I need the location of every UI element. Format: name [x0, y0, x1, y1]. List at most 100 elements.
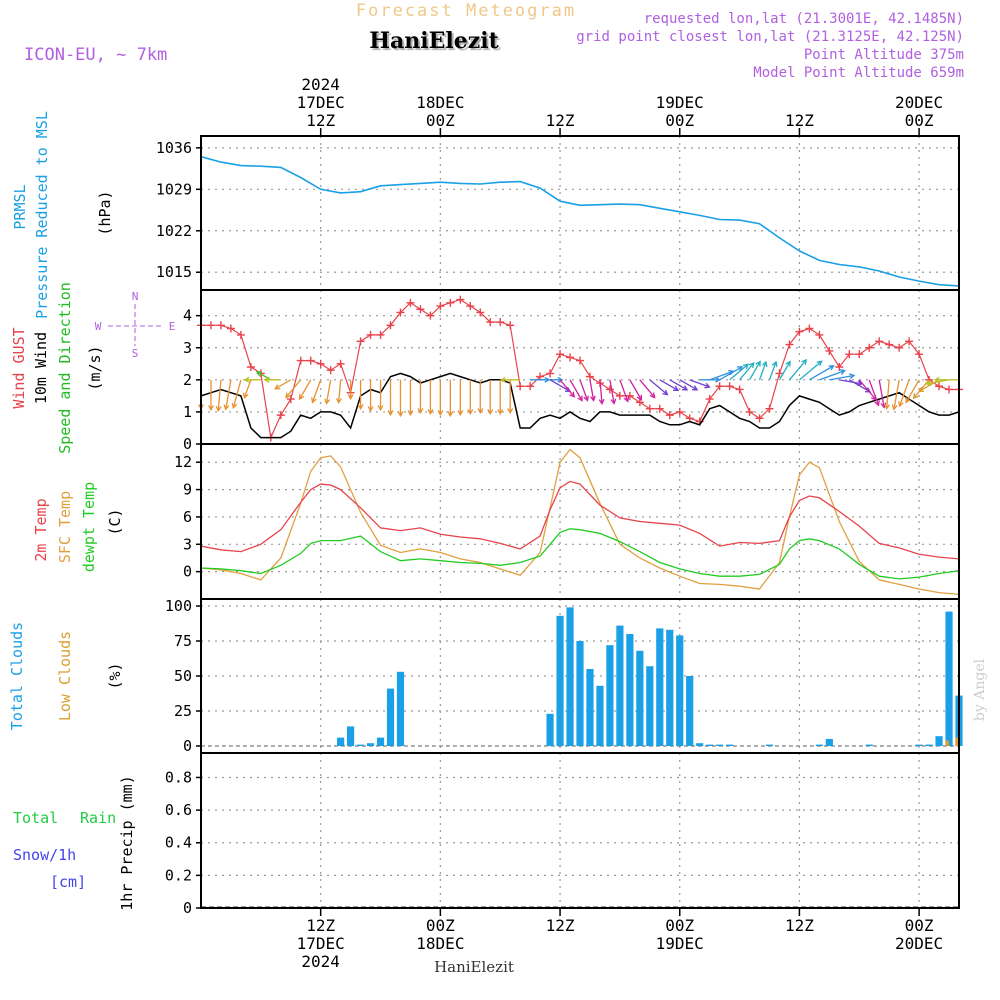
gust-marker: [476, 308, 485, 317]
label-wind-gust: Wind GUST: [10, 327, 28, 408]
gust-marker: [655, 404, 664, 413]
wind-arrow: [232, 379, 242, 409]
wind-arrow-head: [243, 376, 250, 383]
label-total-rain-1: Total: [13, 809, 58, 827]
time-label-bottom: 00Z: [426, 916, 455, 935]
wind-arrow: [311, 379, 322, 403]
wind-arrow-head: [839, 369, 846, 375]
label-snow: Snow/1h: [13, 846, 76, 864]
wind-arrow: [898, 379, 910, 407]
time-label-bottom: 17DEC: [297, 934, 345, 953]
y-tick-label: 4: [183, 307, 192, 325]
gust-marker: [815, 330, 824, 339]
sfc-temp-line: [200, 448, 960, 596]
gust-marker: [915, 350, 924, 359]
wind-arrow-head: [223, 404, 230, 411]
wind-arrow: [905, 379, 920, 403]
total-cloud-bar: [666, 629, 674, 746]
wind-arrow-head: [557, 376, 564, 383]
wind-arrow-head: [299, 393, 305, 401]
total-cloud-bar: [347, 726, 355, 746]
gust-marker: [456, 295, 465, 304]
label-speed-dir: Speed and Direction: [56, 282, 74, 454]
total-cloud-bar: [396, 671, 405, 746]
wind-arrow: [729, 363, 749, 381]
wind-arrow: [569, 379, 583, 401]
wind-arrow: [739, 362, 755, 381]
wind-arrow-head: [397, 411, 404, 418]
wind-arrow-head: [215, 405, 222, 413]
gust-marker: [875, 337, 884, 346]
wind-arrow-head: [569, 391, 576, 398]
y-tick-label: 0: [183, 899, 192, 917]
wind-arrow-head: [285, 392, 291, 399]
gust-marker: [735, 385, 744, 394]
gust-marker: [635, 398, 644, 407]
gust-marker: [376, 330, 385, 339]
wind-arrow-head: [898, 401, 904, 408]
total-cloud-bar: [825, 739, 833, 746]
wind-arrow-head: [487, 409, 494, 416]
wind-arrow-head: [704, 382, 711, 389]
wind-arrow-head: [785, 360, 791, 367]
wind-arrow: [225, 379, 232, 410]
total-cloud-bar: [376, 737, 385, 746]
product-title: Forecast Meteogram: [356, 1, 576, 21]
wind-arrow-head: [499, 376, 506, 383]
gust-marker: [935, 382, 944, 391]
wind-arrow-head: [477, 408, 484, 415]
wind-arrow: [913, 379, 930, 399]
label-ms: (m/s): [86, 345, 104, 390]
wind-arrow: [217, 379, 222, 411]
gust-marker: [705, 395, 714, 404]
y-tick-label: 0: [183, 435, 192, 453]
wind-arrow-head: [912, 393, 919, 400]
wind-arrow: [858, 379, 877, 401]
gust-marker: [605, 385, 614, 394]
wind-arrow: [829, 374, 855, 381]
gust-marker: [795, 327, 804, 336]
wind-arrow-head: [507, 408, 514, 415]
total-cloud-bar: [566, 607, 574, 746]
time-label-top: 12Z: [785, 111, 814, 130]
total-cloud-bar: [356, 744, 365, 746]
gust-marker: [516, 382, 525, 391]
label-10m-wind: 10m Wind: [32, 332, 50, 404]
wind-arrow-head: [801, 358, 808, 365]
t2m-line: [200, 480, 960, 560]
gust-marker: [556, 350, 565, 359]
y-tick-label: 0.6: [165, 801, 192, 819]
footer-station: HaniElezit: [434, 958, 514, 976]
wind-arrow-head: [917, 386, 925, 392]
wind-arrow: [768, 361, 777, 381]
y-tick-label: 25: [174, 702, 192, 720]
time-label-top: 00Z: [426, 111, 455, 130]
wind-arrow-head: [649, 392, 656, 399]
wind-arrow: [878, 379, 885, 408]
wind-arrow-head: [377, 405, 384, 412]
wind-arrow: [559, 379, 575, 398]
wind-arrow-head: [457, 410, 464, 417]
total-cloud-bar: [636, 650, 644, 746]
wind-arrow-head: [623, 396, 630, 403]
wind-arrow: [619, 379, 629, 402]
gust-marker: [396, 308, 405, 317]
wind-arrow-head: [367, 406, 374, 413]
wind-arrow: [285, 379, 302, 398]
wind-arrow: [799, 360, 823, 381]
wind-arrow: [839, 379, 863, 385]
total-cloud-bar: [337, 737, 345, 746]
gust-marker: [386, 321, 395, 330]
total-cloud-bar: [726, 744, 734, 746]
wind-speed-line: [200, 372, 960, 439]
gust-marker: [486, 318, 495, 327]
model-altitude: Model Point Altitude 659m: [753, 65, 964, 81]
gust-marker: [506, 321, 515, 330]
wind-arrow-head: [437, 410, 444, 417]
wind-arrow: [589, 379, 595, 401]
y-tick-label: 3: [183, 339, 192, 357]
wind-arrow-head: [682, 385, 689, 391]
time-label-top: 18DEC: [416, 93, 464, 112]
gust-marker: [805, 324, 814, 333]
wind-arrow-head: [933, 376, 940, 383]
